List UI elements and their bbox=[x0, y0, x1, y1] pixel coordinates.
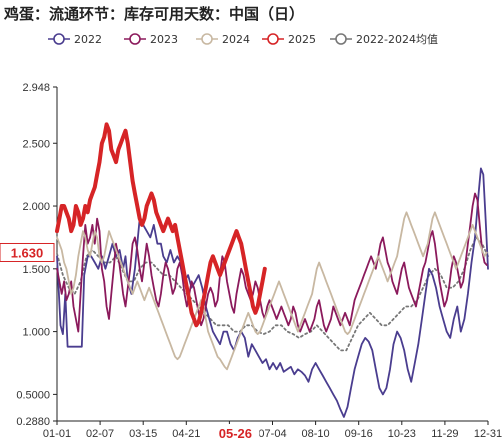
legend-marker-4 bbox=[335, 33, 347, 45]
legend-label-2: 2024 bbox=[222, 33, 250, 46]
chart-title: 鸡蛋：流通环节：库存可用天数：中国（日） bbox=[4, 5, 305, 23]
y-tick-label-5: 0.5000 bbox=[16, 389, 50, 401]
x-tick-label-9: 11-29 bbox=[431, 428, 458, 440]
x-tick-label-5: 07-04 bbox=[258, 428, 286, 440]
last-value-marker: 1.630 bbox=[0, 242, 55, 262]
y-tick-label-4: 1.000 bbox=[22, 327, 50, 339]
legend-marker-3 bbox=[267, 33, 279, 45]
y-tick-label-2: 2.000 bbox=[22, 201, 50, 213]
series-line-3 bbox=[55, 122, 267, 328]
legend-marker-0 bbox=[53, 33, 65, 45]
legend-marker-2 bbox=[201, 33, 213, 45]
x-tick-label-8: 10-23 bbox=[388, 428, 416, 440]
highlight-x-box bbox=[211, 424, 260, 442]
highlight-x-label: 05-26 bbox=[219, 426, 252, 441]
series-line-2 bbox=[56, 211, 488, 371]
legend-label-4: 2022-2024均值 bbox=[356, 33, 438, 46]
y-tick-label-0: 2.948 bbox=[22, 82, 50, 94]
x-tick-label-3: 04-21 bbox=[172, 428, 200, 440]
legend-label-3: 2025 bbox=[288, 33, 316, 46]
last-value-box bbox=[0, 242, 55, 262]
last-value-label: 1.630 bbox=[11, 245, 44, 260]
x-tick-label-6: 08-10 bbox=[302, 428, 330, 440]
series-line-0 bbox=[56, 167, 489, 418]
y-tick-label-6: 0.2880 bbox=[16, 416, 50, 428]
y-tick-label-1: 2.500 bbox=[22, 138, 50, 150]
legend-label-0: 2022 bbox=[74, 33, 102, 46]
x-tick-label-0: 01-01 bbox=[43, 428, 71, 440]
legend-label-1: 2023 bbox=[150, 33, 178, 46]
y-tick-label-3: 1.500 bbox=[22, 264, 50, 276]
x-tick-label-2: 03-15 bbox=[129, 428, 157, 440]
legend-marker-1 bbox=[129, 33, 141, 45]
x-tick-label-1: 02-07 bbox=[86, 428, 114, 440]
x-tick-label-10: 12-31 bbox=[474, 428, 502, 440]
x-tick-label-7: 09-16 bbox=[345, 428, 373, 440]
